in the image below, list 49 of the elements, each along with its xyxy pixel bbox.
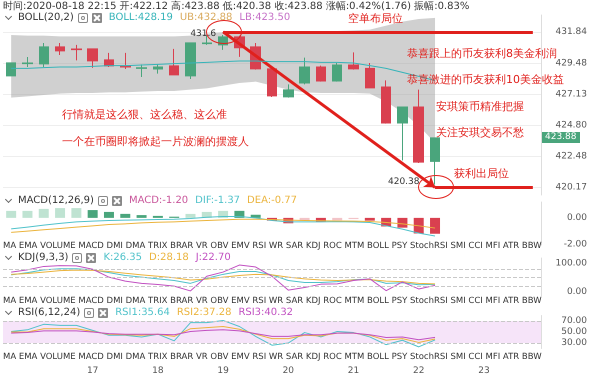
series-label: RSI2:37.28	[176, 307, 232, 319]
x-tick-label: 21	[348, 366, 360, 376]
chart-title: KDJ(9,3,3)	[18, 252, 68, 264]
series-label: D:28.18	[149, 252, 189, 264]
y-tick-label: -2.00	[564, 239, 588, 250]
x-tick-label: 23	[478, 366, 490, 376]
y-tick-label: 50.00	[561, 327, 588, 337]
text: BOLL:428.19	[108, 12, 173, 24]
y-tick-label: 0.00	[566, 212, 588, 223]
annotation: 关注安琪交易不愁	[436, 126, 524, 139]
x-tick-label: 22	[413, 366, 424, 376]
series-label: DEA:-0.77	[247, 195, 297, 207]
x-tick-label: 19	[217, 366, 230, 376]
x-tick-label: 20	[282, 366, 294, 376]
text: 423.88	[542, 132, 580, 143]
y-tick-label: 429.48	[556, 58, 588, 68]
x-tick-label: 18	[152, 366, 164, 376]
y-tick-label: 100.00	[556, 258, 588, 269]
annotation: 420.38	[388, 177, 420, 188]
y-tick-label: 422.48	[556, 152, 588, 162]
series-label: K:26.35	[103, 252, 142, 264]
series-label: RSI3:40.32	[238, 307, 294, 319]
y-tick-label: 70.00	[561, 316, 588, 326]
chart-title: MACD(12,26,9)	[18, 195, 94, 207]
y-tick-label: 427.13	[556, 90, 587, 100]
series-label: DIF:-1.37	[195, 195, 240, 207]
annotation: LB:423.50	[239, 12, 290, 24]
y-tick-label: 431.84	[556, 26, 588, 37]
annotation: MA EMA VOLUME MACD DMI DMA TRIX BRAR VR OBV EMV RSI WR SAR KDJ ROC MTM BOLL PSY StochRSI SMI CCI MFI ATR BBW	[3, 240, 542, 252]
chart-subtitle: BOLL(20,2)	[18, 12, 74, 24]
annotation: 恭喜跟上的币友获利8美金利润	[407, 47, 557, 60]
chart-title: 时间:2020-08-18 22:15 开:422.12 高:423.88 低:420.38 收:423.88 涨幅:0.42%(1.76) 振幅:0.83%	[3, 1, 470, 12]
series-label: RSI1:35.64	[115, 307, 170, 319]
y-tick-label: 420.17	[556, 182, 587, 192]
annotation: UB:432.88	[180, 12, 232, 24]
x-tick-label: 17	[86, 366, 98, 376]
y-tick-label: 424.80	[556, 120, 588, 131]
ref-line-label: 空单布局位	[348, 12, 403, 25]
text: MA EMA VOLUME MACD DMI DMA TRIX BRAR VR OBV EMV RSI WR SAR KDJ ROC MTM BOLL PSY StochRSI SMI CCI MFI ATR BBW	[3, 352, 542, 362]
y-tick-label: 30.00	[561, 338, 588, 348]
annotation: 一个在币圈即将掀起一片波澜的摆渡人	[62, 135, 249, 148]
ref-line-label: 获利出局位	[454, 167, 509, 180]
series-label: J:22.70	[196, 252, 231, 264]
annotation: MA EMA VOLUME MACD DMI DMA TRIX BRAR VR OBV EMV RSI WR SAR KDJ ROC MTM BOLL PSY StochRSI SMI CCI MFI ATR BBW	[3, 296, 542, 306]
chart-title: RSI(6,12,24)	[18, 307, 80, 319]
y-tick-label: 0.00	[566, 286, 588, 297]
series-label: MACD:-1.20	[128, 195, 188, 207]
annotation: 安琪策币精准把握	[436, 100, 524, 113]
annotation: 行情就是这么狠、这么稳、这么准	[62, 108, 227, 121]
